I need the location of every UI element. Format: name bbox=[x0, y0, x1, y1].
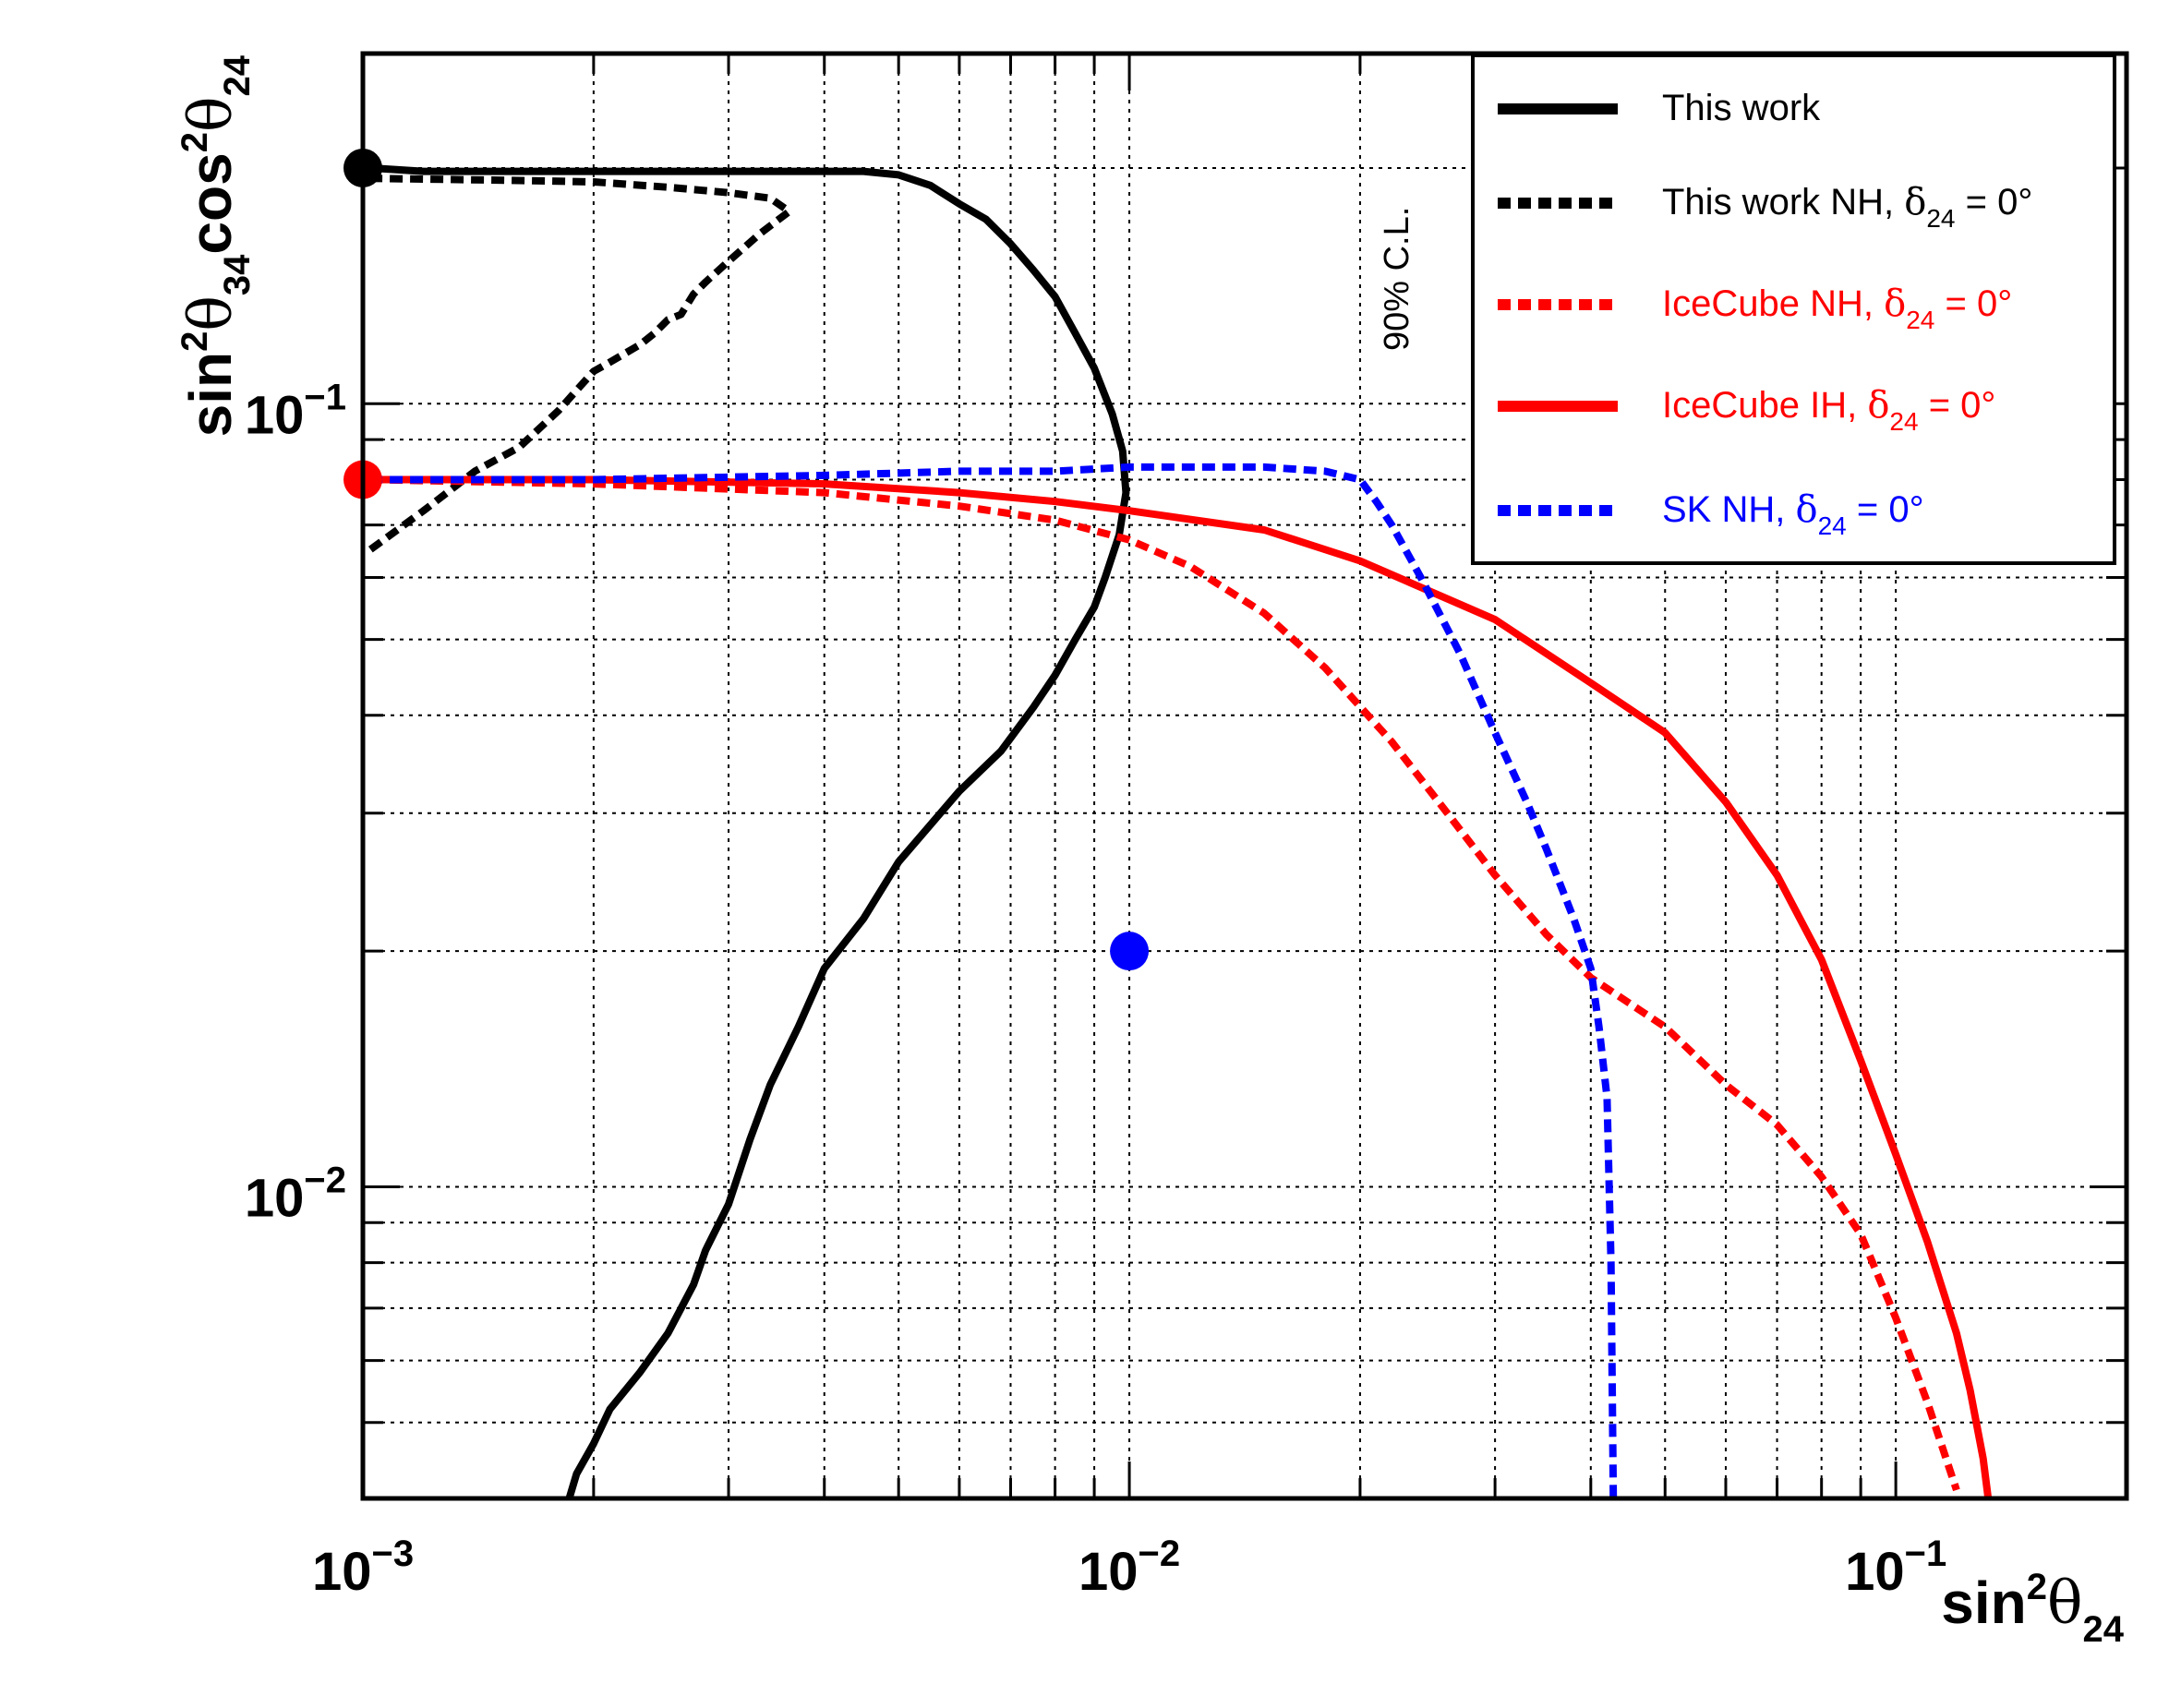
series-line-5 bbox=[369, 463, 1618, 1498]
series-line-2 bbox=[367, 174, 793, 554]
blue-marker bbox=[1110, 932, 1150, 971]
series-layer bbox=[367, 163, 1993, 1498]
legend-label-5: SK NH, δ24 = 0° bbox=[1662, 488, 1924, 540]
legend: This work This work NH, δ24 = 0° IceCube N… bbox=[1471, 54, 2116, 565]
legend-label-3: IceCube NH, δ24 = 0° bbox=[1662, 283, 2012, 334]
y-tick-label: 10−1 bbox=[245, 377, 346, 445]
legend-label-2: This work NH, δ24 = 0° bbox=[1662, 181, 2032, 233]
x-tick-label: 10−1 bbox=[1845, 1534, 1946, 1602]
x-tick-label: 10−2 bbox=[1078, 1534, 1180, 1602]
y-axis-title: sin2θ34cos2θ24 bbox=[175, 54, 258, 437]
legend-box bbox=[1471, 54, 2116, 565]
confidence-level-annotation: 90% C.L. bbox=[1378, 207, 1416, 351]
y-tick-labels: 10−2 10−1 bbox=[245, 377, 346, 1228]
plot-frame bbox=[360, 51, 2129, 1501]
series-line-1 bbox=[368, 163, 1130, 1498]
legend-label-4: IceCube IH, δ24 = 0° bbox=[1662, 384, 1995, 436]
x-axis-title: sin2θ24 bbox=[1941, 1567, 2124, 1650]
series-line-3 bbox=[369, 475, 1960, 1492]
x-tick-labels: 10−3 10−2 10−1 bbox=[312, 1534, 1946, 1602]
y-tick-label: 10−2 bbox=[245, 1160, 346, 1228]
legend-label-1: This work bbox=[1662, 88, 1821, 128]
series-line-4 bbox=[369, 475, 1993, 1498]
x-tick-label: 10−3 bbox=[312, 1534, 414, 1602]
